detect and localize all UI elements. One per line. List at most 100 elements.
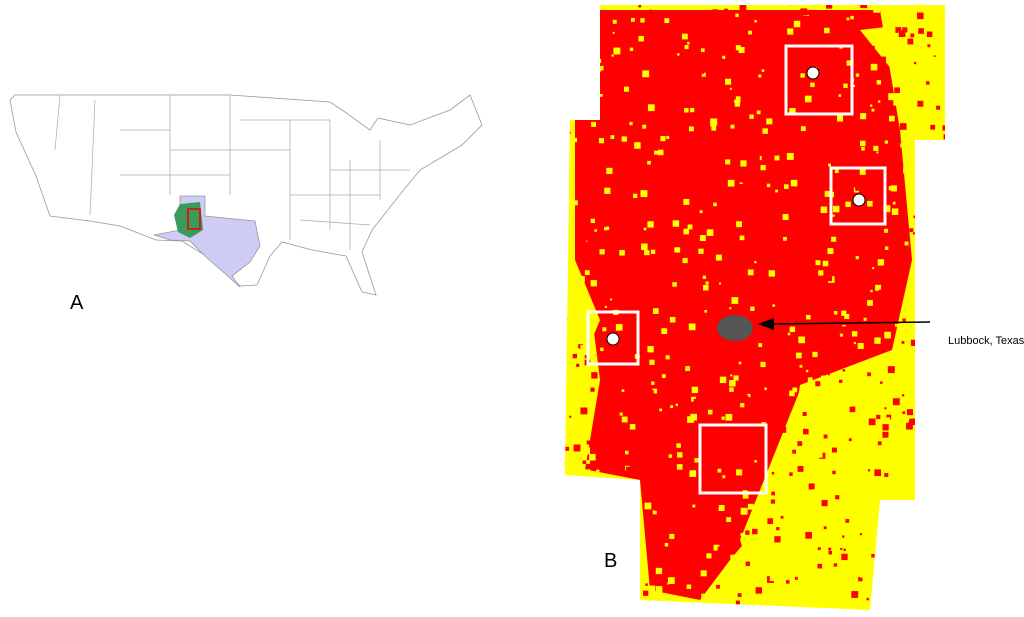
speckle (821, 122, 824, 125)
speckle (934, 282, 939, 286)
speckle (906, 356, 910, 360)
speckle (671, 338, 678, 345)
speckle (871, 108, 875, 112)
speckle (603, 227, 608, 231)
speckle (926, 242, 931, 247)
speckle (584, 469, 591, 475)
speckle (645, 583, 648, 586)
speckle (600, 347, 604, 352)
speckle (683, 198, 690, 205)
speckle (778, 427, 782, 430)
speckle (661, 182, 669, 190)
speckle (740, 507, 748, 515)
speckle (910, 604, 913, 607)
speckle (900, 242, 904, 247)
speckle (943, 134, 945, 140)
speckle (596, 60, 599, 63)
speckle (644, 249, 650, 256)
speckle (776, 527, 780, 531)
speckle (739, 61, 742, 64)
speckle (872, 430, 876, 434)
speckle (575, 512, 579, 516)
speckle (630, 17, 635, 22)
speckle (653, 150, 658, 155)
speckle (895, 413, 901, 419)
speckle (805, 532, 812, 539)
speckle (780, 395, 788, 402)
speckle (647, 346, 654, 353)
speckle (890, 185, 897, 192)
speckle (727, 179, 735, 187)
speckle (746, 94, 751, 99)
speckle (768, 330, 775, 336)
speckle (641, 411, 646, 415)
speckle (722, 475, 726, 479)
speckle (841, 310, 847, 316)
speckle (916, 239, 920, 243)
speckle (917, 100, 924, 107)
speckle (931, 22, 935, 27)
speckle (917, 6, 925, 14)
speckle (901, 543, 908, 550)
speckle (902, 77, 906, 82)
speckle (613, 47, 621, 55)
speckle (755, 587, 763, 594)
land-red (575, 10, 912, 600)
speckle (650, 249, 656, 254)
sample-point (806, 66, 820, 80)
speckle (745, 530, 750, 535)
speckle (776, 362, 780, 365)
speckle (749, 114, 754, 119)
speckle (835, 495, 840, 500)
speckle (788, 76, 792, 80)
speckle (736, 221, 742, 228)
speckle (580, 407, 588, 415)
speckle (649, 9, 652, 12)
speckle (599, 386, 604, 391)
speckle (594, 229, 597, 232)
speckle (684, 22, 688, 26)
speckle (831, 236, 837, 242)
speckle (685, 366, 691, 372)
speckle (655, 586, 663, 593)
speckle (627, 244, 631, 248)
speckle (860, 113, 867, 120)
speckle (631, 261, 638, 267)
speckle (780, 426, 787, 433)
speckle (941, 470, 945, 476)
speckle (572, 353, 578, 359)
speckle (867, 372, 871, 377)
speckle (571, 567, 579, 575)
speckle (827, 373, 830, 376)
speckle (617, 534, 625, 542)
speckle (657, 149, 664, 156)
speckle (831, 172, 836, 178)
land-map: Lubbock, Texas B (565, 5, 1024, 610)
speckle (702, 275, 707, 279)
speckle (933, 93, 939, 99)
speckle (611, 54, 614, 57)
speckle (902, 411, 906, 415)
speckle (815, 549, 823, 557)
speckle (846, 498, 852, 505)
speckle (688, 126, 694, 132)
speckle (838, 94, 842, 97)
panel-label: A (70, 292, 84, 314)
speckle (715, 254, 722, 261)
speckle (754, 431, 757, 434)
speckle (581, 141, 585, 145)
speckle (789, 326, 796, 333)
speckle (738, 361, 742, 365)
sample-points (606, 66, 866, 346)
speckle (924, 449, 929, 455)
speckle (909, 279, 916, 286)
speckle (713, 501, 719, 508)
speckle (898, 86, 904, 91)
speckle (904, 556, 909, 560)
speckle (718, 383, 721, 386)
speckle (878, 289, 886, 296)
speckle (886, 545, 889, 549)
speckle (933, 54, 936, 57)
speckle (828, 563, 831, 566)
speckle (602, 327, 607, 332)
